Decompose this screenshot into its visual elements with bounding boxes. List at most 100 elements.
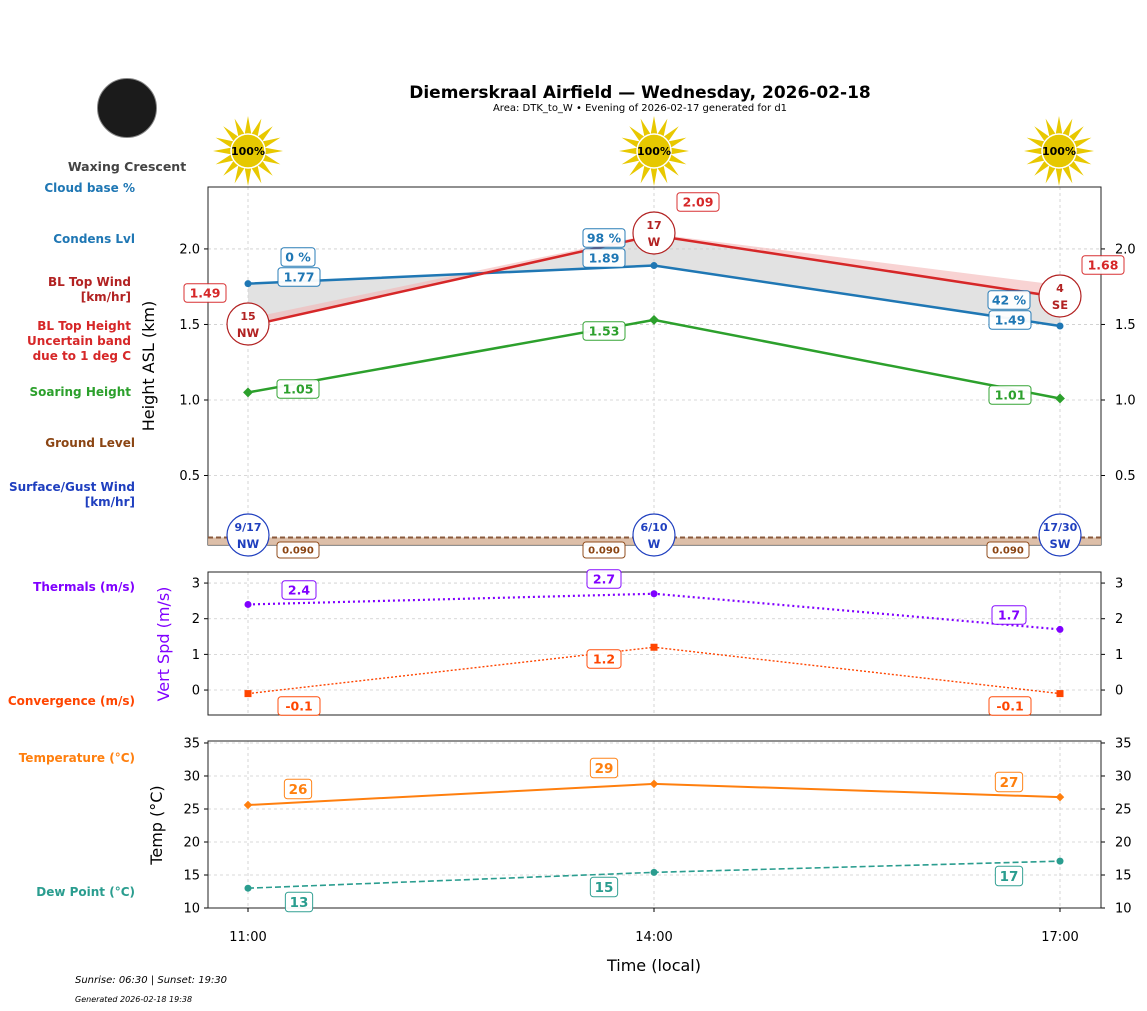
temperature-label-box [994, 771, 1024, 793]
sun-icon-disc [636, 133, 672, 169]
bl-top-label: 1.49 [190, 286, 221, 301]
y-tick-label: 1.5 [179, 318, 200, 333]
convergence-label: -0.1 [996, 699, 1023, 714]
bl-wind-direction: NW [237, 326, 260, 340]
temperature-label-box [589, 757, 619, 779]
y-tick-label-right: 30 [1115, 769, 1132, 784]
thermals-point [650, 590, 658, 598]
y-tick-label: 25 [183, 802, 200, 817]
ground-label: 0.090 [992, 546, 1024, 557]
ground-label: 0.090 [588, 546, 620, 557]
bl-wind-direction: W [648, 235, 661, 249]
soaring-point [1055, 393, 1065, 404]
sun-icon-disc [1041, 133, 1077, 169]
y-tick-label-right: 0 [1115, 684, 1123, 699]
label-condens: Condens Lvl [53, 232, 135, 246]
x-tick-label: 17:00 [1041, 930, 1078, 945]
bl-top-label-box [183, 283, 227, 303]
y-tick-label: 35 [183, 736, 200, 751]
y-tick-label-right: 2.0 [1115, 242, 1136, 257]
bl-top-label: 1.68 [1088, 258, 1119, 273]
bl-wind-direction: SE [1052, 298, 1068, 312]
plot-frame [207, 740, 1102, 909]
label-bl-top: BL Top Height Uncertain band due to 1 de… [27, 319, 131, 363]
chart-subtitle: Area: DTK_to_W • Evening of 2026-02-17 g… [492, 103, 788, 114]
surface-wind-speed: 6/10 [641, 521, 668, 534]
dew-point-label: 15 [595, 880, 614, 896]
soaring-label-box [582, 321, 626, 341]
temperature-label: 27 [1000, 775, 1019, 791]
bl-top-label-box [676, 192, 720, 212]
convergence-point [650, 643, 658, 651]
x-axis-title: Time (local) [606, 956, 701, 975]
sun-percent: 100% [1042, 145, 1076, 158]
y-tick-label: 1.0 [179, 393, 200, 408]
y-tick-label-right: 0.5 [1115, 469, 1136, 484]
thermals-label: 2.4 [288, 583, 310, 598]
sun-icon [619, 116, 689, 186]
ground-label-box [582, 541, 626, 559]
sun-times: Sunrise: 06:30 | Sunset: 19:30 [75, 975, 228, 986]
label-thermals: Thermals (m/s) [33, 580, 135, 594]
convergence-label: 1.2 [593, 652, 615, 667]
bl-wind-speed: 4 [1056, 282, 1064, 295]
dew-point-label: 17 [1000, 869, 1019, 885]
dew-point-label-box [589, 876, 619, 898]
temperature-label: 29 [595, 761, 614, 777]
surface-wind-speed: 9/17 [235, 521, 262, 534]
y-tick-label-right: 25 [1115, 802, 1132, 817]
cloud-base-label: 42 % [992, 293, 1027, 308]
cloud-base-label-box [582, 228, 626, 248]
ground-label-box [276, 541, 320, 559]
label-ground: Ground Level [45, 436, 135, 450]
thermals-label: 1.7 [998, 608, 1020, 623]
soaring-point [649, 314, 659, 325]
temperature-point [243, 800, 253, 810]
y-tick-label: 20 [183, 835, 200, 850]
y-tick-label: 15 [183, 868, 200, 883]
convergence-label-box [277, 696, 321, 716]
y-tick-label: 2 [192, 612, 200, 627]
bl-wind-speed: 15 [240, 310, 255, 323]
x-tick-label: 11:00 [229, 930, 266, 945]
temperature-label-box [283, 778, 313, 800]
y-tick-label: 0 [192, 684, 200, 699]
condens-label-box [277, 267, 321, 287]
bl-top-label: 2.09 [683, 195, 714, 210]
y-tick-label-right: 20 [1115, 835, 1132, 850]
x-tick-label: 14:00 [635, 930, 672, 945]
moon-icon [97, 78, 157, 138]
label-soaring: Soaring Height [29, 385, 132, 399]
y-tick-label-right: 10 [1115, 902, 1132, 917]
y-tick-label-right: 1.5 [1115, 318, 1136, 333]
sun-icon-disc [230, 133, 266, 169]
generated-time: Generated 2026-02-18 19:38 [75, 995, 193, 1004]
soaring-point [243, 387, 253, 398]
label-convergence: Convergence (m/s) [7, 694, 135, 708]
y-tick-label-right: 15 [1115, 868, 1132, 883]
condens-label-box [988, 310, 1032, 330]
y-axis-title: Height ASL (km) [139, 301, 158, 431]
condens-label-box [582, 248, 626, 268]
y-tick-label: 3 [192, 577, 200, 592]
thermals-label: 2.7 [593, 572, 615, 587]
thermals-label-box [281, 580, 317, 600]
temperature-point [649, 779, 659, 789]
bl-wind-circle [1038, 274, 1082, 318]
y-tick-label: 1 [192, 648, 200, 663]
cloud-base-label: 98 % [587, 231, 622, 246]
dew-point-label-box [284, 891, 314, 913]
label-surface-wind: Surface/Gust Wind [km/hr] [9, 480, 135, 509]
soaring-label-box [276, 379, 320, 399]
chart-title: Diemerskraal Airfield — Wednesday, 2026-… [409, 83, 871, 103]
bl-wind-circle [632, 211, 676, 255]
bl-wind-circle [226, 302, 270, 346]
dew-point-label: 13 [290, 895, 309, 911]
dew-point-label-box [994, 865, 1024, 887]
convergence-point [244, 690, 252, 698]
condens-point [650, 262, 658, 270]
surface-wind-direction: NW [237, 537, 260, 551]
y-tick-label-right: 1.0 [1115, 393, 1136, 408]
y-tick-label: 2.0 [179, 242, 200, 257]
condens-label: 1.49 [995, 313, 1026, 328]
